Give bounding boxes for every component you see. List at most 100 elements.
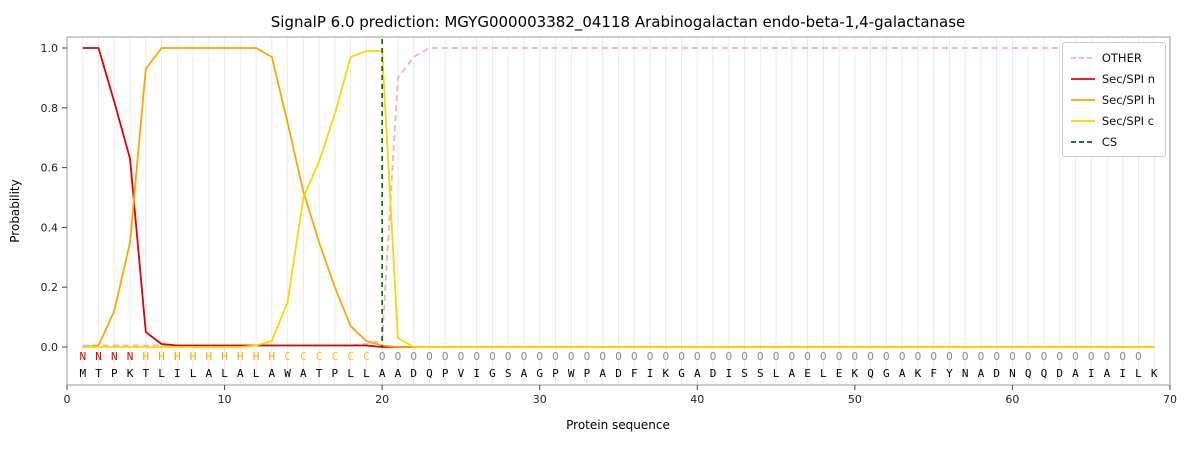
residue-letter: L — [820, 367, 827, 380]
residue-letter: A — [395, 367, 402, 380]
legend-item-sec-spi-n: Sec/SPI n — [1070, 70, 1155, 87]
legend-item-other: OTHER — [1070, 49, 1155, 66]
region-label: C — [284, 350, 291, 363]
x-tick-label: 50 — [848, 393, 862, 406]
region-label: O — [1072, 350, 1079, 363]
region-label: O — [962, 350, 969, 363]
residue-letter: Y — [946, 367, 953, 380]
residue-letter: K — [852, 367, 859, 380]
region-label: O — [694, 350, 701, 363]
region-label: O — [804, 350, 811, 363]
region-label: O — [1056, 350, 1063, 363]
y-tick-label: 1.0 — [41, 42, 59, 55]
region-label: C — [347, 350, 354, 363]
residue-letter: G — [536, 367, 543, 380]
residue-letter: A — [978, 367, 985, 380]
region-label: O — [1104, 350, 1111, 363]
residue-letter: Q — [867, 367, 874, 380]
residue-letter: P — [552, 367, 559, 380]
region-label: N — [95, 350, 102, 363]
region-label: O — [442, 350, 449, 363]
residue-letter: I — [1088, 367, 1095, 380]
y-tick-label: 0.0 — [41, 341, 59, 354]
residue-letter: D — [1056, 367, 1063, 380]
region-label: O — [631, 350, 638, 363]
residue-letter: L — [773, 367, 780, 380]
residue-letter: I — [473, 367, 480, 380]
legend-line-sample — [1070, 140, 1095, 143]
x-tick-label: 20 — [375, 393, 389, 406]
region-label: O — [521, 350, 528, 363]
region-label: C — [316, 350, 323, 363]
y-tick-label: 0.6 — [41, 162, 59, 175]
residue-letter: K — [1151, 367, 1158, 380]
y-tick-label: 0.8 — [41, 102, 59, 115]
region-label: O — [489, 350, 496, 363]
region-label: O — [647, 350, 654, 363]
residue-letter: L — [158, 367, 165, 380]
legend-item-sec-spi-c: Sec/SPI c — [1070, 112, 1155, 129]
legend-line-sample — [1070, 77, 1095, 80]
residue-letter: N — [962, 367, 969, 380]
residue-letter: K — [127, 367, 134, 380]
residue-letter: P — [584, 367, 591, 380]
region-label: H — [237, 350, 244, 363]
residue-letter: Q — [1025, 367, 1032, 380]
residue-letter: S — [757, 367, 764, 380]
region-label: H — [253, 350, 260, 363]
y-tick-label: 0.4 — [41, 221, 59, 234]
region-label: O — [836, 350, 843, 363]
region-label: H — [206, 350, 213, 363]
region-label: H — [221, 350, 228, 363]
y-ticks: 0.0 0.2 0.4 0.6 0.8 1.0 — [41, 42, 67, 354]
region-label: O — [379, 350, 386, 363]
region-label: O — [710, 350, 717, 363]
legend-line-sample — [1070, 98, 1095, 101]
region-label: O — [1119, 350, 1126, 363]
residue-letter: V — [458, 367, 465, 380]
legend-line-sample — [1070, 56, 1095, 59]
x-ticks: 0 10 20 30 40 50 60 70 — [64, 385, 1177, 406]
region-label: N — [127, 350, 134, 363]
x-tick-label: 10 — [218, 393, 232, 406]
region-label: H — [269, 350, 276, 363]
gridlines — [82, 37, 1155, 385]
legend: OTHER Sec/SPI n Sec/SPI h Sec/SPI c CS — [1061, 42, 1166, 157]
region-label: C — [363, 350, 370, 363]
region-label: O — [757, 350, 764, 363]
residue-letter: G — [678, 367, 685, 380]
region-label: O — [789, 350, 796, 363]
residue-letter: D — [615, 367, 622, 380]
x-tick-label: 40 — [690, 393, 704, 406]
region-label: O — [678, 350, 685, 363]
residue-letter: K — [915, 367, 922, 380]
region-label: O — [1009, 350, 1016, 363]
region-label: O — [899, 350, 906, 363]
legend-label: Sec/SPI c — [1101, 113, 1155, 128]
region-label: H — [158, 350, 165, 363]
region-label: O — [584, 350, 591, 363]
region-label: O — [662, 350, 669, 363]
residue-letter: D — [710, 367, 717, 380]
region-label: O — [1088, 350, 1095, 363]
region-label: O — [725, 350, 732, 363]
residue-letter: Q — [426, 367, 433, 380]
residue-letter: A — [300, 367, 307, 380]
residue-letter: L — [221, 367, 228, 380]
region-label: O — [930, 350, 937, 363]
x-tick-label: 0 — [64, 393, 71, 406]
region-label: O — [615, 350, 622, 363]
region-label: O — [741, 350, 748, 363]
residue-letter: G — [489, 367, 496, 380]
region-label: N — [111, 350, 118, 363]
plot-border — [66, 36, 1171, 386]
residue-letter: I — [174, 367, 181, 380]
region-label: O — [883, 350, 890, 363]
residue-letter: T — [95, 367, 102, 380]
residue-letter: A — [694, 367, 701, 380]
sequence-rows: NMNTNPNKHTHLHIHLHAHLHAHLHACWCACTCPCLCLOA… — [79, 350, 1157, 380]
region-label: O — [568, 350, 575, 363]
region-label: O — [1041, 350, 1048, 363]
region-label: O — [599, 350, 606, 363]
residue-letter: A — [1104, 367, 1111, 380]
